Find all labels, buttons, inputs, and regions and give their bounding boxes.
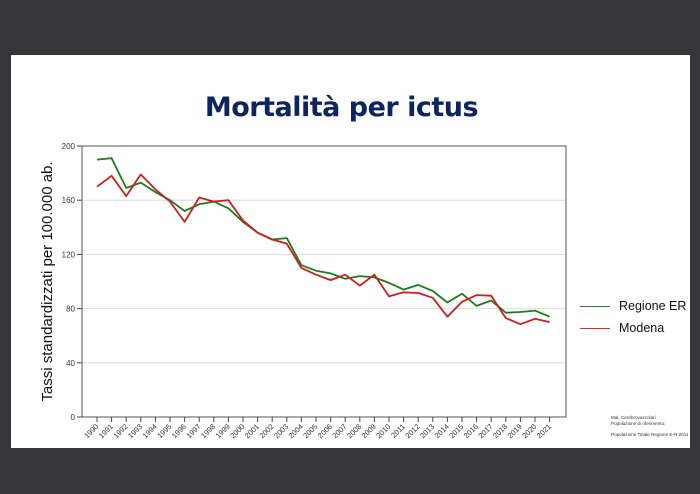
x-tick-label: 2008 xyxy=(345,422,363,440)
series-line-modena xyxy=(96,173,550,326)
x-tick-label: 2007 xyxy=(330,422,348,440)
x-tick-label: 1998 xyxy=(199,422,217,440)
x-tick-label: 2004 xyxy=(287,422,305,440)
legend-item-regione-er: Regione ER xyxy=(580,295,686,317)
x-tick-label: 1995 xyxy=(155,422,173,440)
legend-item-modena: Modena xyxy=(580,317,686,339)
source-notes: Mal. Cerebrovascolari Popolazione di rif… xyxy=(611,415,688,438)
legend-label: Regione ER xyxy=(619,299,687,313)
x-tick-label: 2012 xyxy=(403,422,421,440)
y-tick-label: 160 xyxy=(62,196,76,205)
x-tick-label: 1994 xyxy=(141,422,159,440)
data-series xyxy=(96,157,550,326)
x-axis: 1990199119921993199419951996199719981999… xyxy=(82,417,553,440)
x-tick-label: 2017 xyxy=(476,422,494,440)
x-tick-label: 2014 xyxy=(433,422,451,440)
x-tick-label: 2003 xyxy=(272,422,290,440)
x-tick-label: 1990 xyxy=(82,422,100,440)
series-line-regione-er xyxy=(96,157,550,318)
y-axis: 0 40 80 120 160 200 xyxy=(62,142,82,422)
x-tick-label: 2000 xyxy=(228,422,246,440)
y-tick-label: 0 xyxy=(71,413,76,422)
x-tick-label: 2019 xyxy=(506,422,524,440)
legend-swatch-green xyxy=(580,305,610,307)
x-tick-label: 2011 xyxy=(389,422,407,440)
x-tick-label: 2006 xyxy=(316,422,334,440)
x-tick-label: 1993 xyxy=(126,422,144,440)
x-tick-label: 2021 xyxy=(535,422,553,440)
x-tick-label: 2016 xyxy=(462,422,480,440)
legend-swatch-red xyxy=(580,327,610,329)
x-tick-label: 2001 xyxy=(243,422,261,440)
x-tick-label: 2002 xyxy=(257,422,275,440)
x-tick-label: 1997 xyxy=(184,422,202,440)
y-tick-label: 120 xyxy=(62,250,76,259)
legend: Regione ER Modena xyxy=(580,295,686,339)
x-tick-label: 1996 xyxy=(170,422,188,440)
slide-title: Mortalità per ictus xyxy=(204,92,479,123)
x-tick-label: 2018 xyxy=(491,422,509,440)
x-tick-label: 2010 xyxy=(374,422,392,440)
x-tick-label: 2020 xyxy=(520,422,538,440)
y-tick-label: 200 xyxy=(62,142,76,151)
y-tick-label: 80 xyxy=(66,305,75,314)
note-line: Popolazione Totale Regione E-R 2011 xyxy=(611,432,689,437)
x-tick-label: 1991 xyxy=(97,422,115,440)
plot-frame xyxy=(81,145,567,418)
note-line: Mal. Cerebrovascolari xyxy=(611,415,656,420)
x-tick-label: 2013 xyxy=(418,422,436,440)
legend-label: Modena xyxy=(619,321,665,335)
x-tick-label: 1999 xyxy=(214,422,232,440)
y-tick-label: 40 xyxy=(66,359,75,368)
x-tick-label: 2005 xyxy=(301,422,319,440)
slide: Mortalità per ictus 0 40 80 120 160 200 1990 1… xyxy=(11,55,690,448)
y-axis-label: Tassi standardizzati per 100.000 ab. xyxy=(39,161,56,401)
gridlines xyxy=(82,199,566,364)
x-tick-label: 2015 xyxy=(447,422,465,440)
note-line: Popolazione di riferimento: xyxy=(611,420,666,426)
x-tick-label: 2009 xyxy=(360,422,378,440)
x-tick-label: 1992 xyxy=(111,422,129,440)
